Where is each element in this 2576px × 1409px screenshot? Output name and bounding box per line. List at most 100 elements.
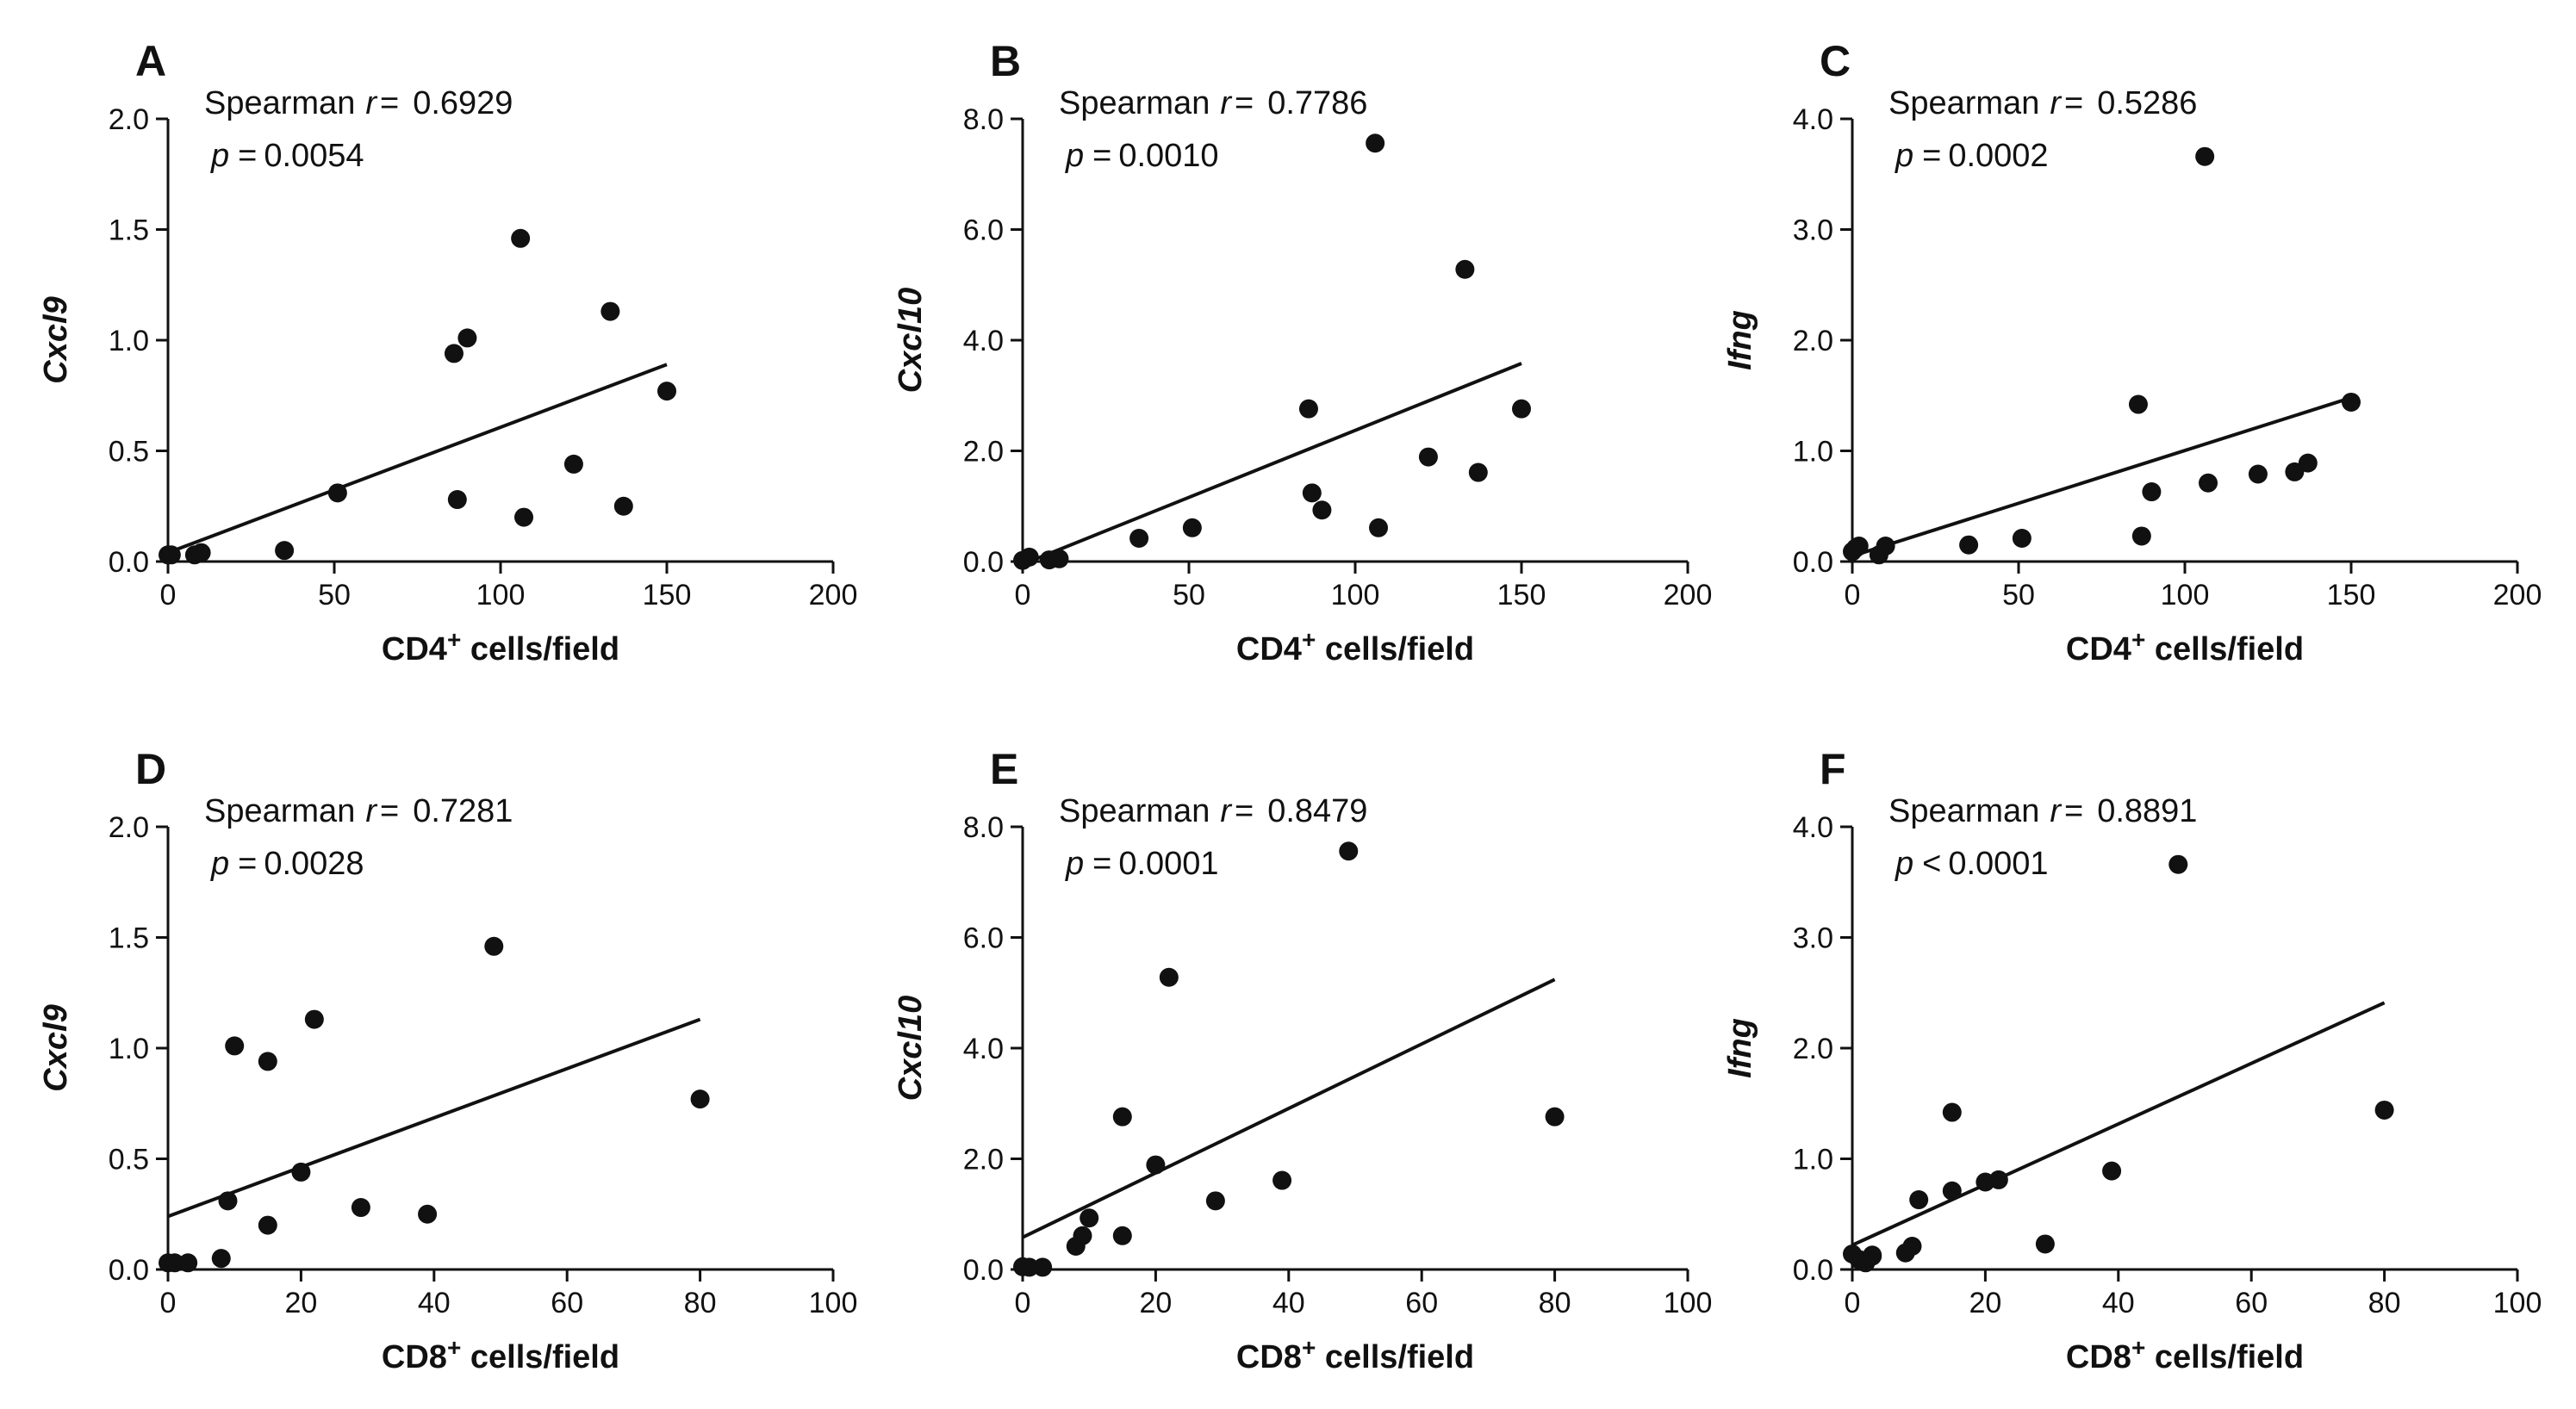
x-tick-label: 20 xyxy=(1139,1287,1172,1319)
x-tick-label: 100 xyxy=(2493,1287,2542,1319)
data-point xyxy=(1545,1107,1565,1127)
x-axis-label-superscript: + xyxy=(1302,1334,1316,1361)
data-point xyxy=(1902,1237,1922,1257)
data-point xyxy=(1129,529,1149,549)
x-axis-label-rest: cells/field xyxy=(1316,1339,1474,1375)
data-point xyxy=(2199,473,2218,493)
p-value-text: p = 0.0054 xyxy=(210,138,364,174)
data-point xyxy=(600,301,620,321)
r-symbol: r xyxy=(365,793,377,829)
x-tick-label: 100 xyxy=(476,579,526,611)
regression-line xyxy=(1851,395,2352,558)
y-tick-label: 3.0 xyxy=(1793,922,1833,955)
data-point xyxy=(258,1052,277,1071)
y-tick-label: 8.0 xyxy=(963,103,1004,136)
x-tick-label: 40 xyxy=(2102,1287,2135,1319)
y-tick-label: 4.0 xyxy=(963,1033,1004,1065)
x-tick-label: 150 xyxy=(643,579,692,611)
x-tick-label: 50 xyxy=(318,579,351,611)
data-point xyxy=(304,1009,324,1029)
data-point xyxy=(291,1162,311,1182)
x-tick-label: 20 xyxy=(1969,1287,2001,1319)
data-point xyxy=(690,1089,710,1109)
data-point xyxy=(1468,462,1488,482)
stat-label: Spearman xyxy=(1888,793,2039,829)
data-point xyxy=(1205,1191,1225,1211)
x-tick-label: 100 xyxy=(1664,1287,1713,1319)
data-point xyxy=(1073,1226,1092,1245)
y-axis-label: Ifng xyxy=(1722,310,1758,370)
x-axis-label-main: CD4 xyxy=(2066,631,2131,667)
data-point xyxy=(514,507,534,527)
x-axis-label: CD4+ cells/field xyxy=(382,626,619,667)
r-operator: = xyxy=(2064,85,2083,121)
data-point xyxy=(1159,967,1179,987)
data-point xyxy=(327,483,347,503)
r-value: 0.7281 xyxy=(413,793,513,829)
data-point xyxy=(2374,1100,2394,1120)
panel-letter: B xyxy=(990,37,1021,85)
data-point xyxy=(2168,854,2188,874)
r-operator: = xyxy=(2064,793,2083,829)
data-point xyxy=(657,382,676,401)
panel-f: F Spearman r = 0.8891 p <0.0001 0.0 1.0 2.0 3.0 4.0… xyxy=(1722,745,2542,1375)
x-tick-label: 50 xyxy=(1173,579,1205,611)
p-symbol: p xyxy=(210,846,229,882)
r-operator: = xyxy=(1235,793,1254,829)
r-symbol: r xyxy=(365,85,377,121)
data-point xyxy=(2195,146,2215,166)
y-axis-label: Cxcl10 xyxy=(893,996,929,1102)
data-point xyxy=(2142,482,2162,502)
y-axis-label: Ifng xyxy=(1722,1018,1758,1078)
data-point xyxy=(2012,529,2032,549)
data-point xyxy=(1849,537,1869,556)
r-symbol: r xyxy=(2050,793,2062,829)
p-value: 0.0002 xyxy=(1948,138,2048,174)
data-point xyxy=(563,454,583,474)
y-tick-label: 1.5 xyxy=(109,922,149,955)
y-tick-label: 2.0 xyxy=(963,436,1004,469)
data-point xyxy=(275,541,295,561)
y-tick-label: 1.0 xyxy=(109,325,149,357)
y-tick-label: 0.0 xyxy=(963,546,1004,579)
y-tick-label: 0.0 xyxy=(109,546,149,579)
data-point xyxy=(1112,1226,1132,1245)
x-tick-label: 20 xyxy=(284,1287,317,1319)
x-tick-label: 40 xyxy=(1272,1287,1305,1319)
spearman-r-text: Spearman r = 0.5286 xyxy=(1888,85,2197,121)
data-point xyxy=(1049,549,1069,568)
data-point xyxy=(1112,1107,1132,1127)
panel-letter: D xyxy=(135,745,166,793)
x-tick-label: 150 xyxy=(1497,579,1546,611)
x-axis-label-rest: cells/field xyxy=(2145,631,2304,667)
y-tick-label: 1.0 xyxy=(1793,436,1833,469)
x-tick-label: 40 xyxy=(418,1287,451,1319)
x-axis-label-superscript: + xyxy=(2131,626,2145,653)
x-axis-label-superscript: + xyxy=(447,1334,461,1361)
x-axis-label: CD8+ cells/field xyxy=(382,1334,619,1375)
data-point xyxy=(1019,547,1039,567)
data-point xyxy=(418,1204,438,1224)
data-point xyxy=(351,1198,370,1218)
x-axis-label: CD4+ cells/field xyxy=(1236,626,1474,667)
x-axis-label-main: CD8 xyxy=(1236,1339,1302,1375)
regression-line xyxy=(167,363,668,555)
data-point xyxy=(613,496,633,516)
data-point xyxy=(1298,399,1318,419)
r-value: 0.7786 xyxy=(1267,85,1367,121)
y-tick-label: 1.0 xyxy=(109,1033,149,1065)
data-point xyxy=(1455,259,1475,279)
x-axis-label-superscript: + xyxy=(447,626,461,653)
data-point xyxy=(1312,500,1332,520)
data-point xyxy=(1019,1257,1039,1277)
x-axis-label-rest: cells/field xyxy=(1316,631,1474,667)
p-symbol: p xyxy=(1895,846,1913,882)
regression-line xyxy=(1022,978,1556,1239)
x-axis-label-main: CD4 xyxy=(1236,631,1302,667)
x-axis-label: CD8+ cells/field xyxy=(2066,1334,2304,1375)
x-tick-label: 100 xyxy=(2161,579,2210,611)
x-tick-label: 60 xyxy=(551,1287,583,1319)
p-symbol: p xyxy=(1065,846,1084,882)
